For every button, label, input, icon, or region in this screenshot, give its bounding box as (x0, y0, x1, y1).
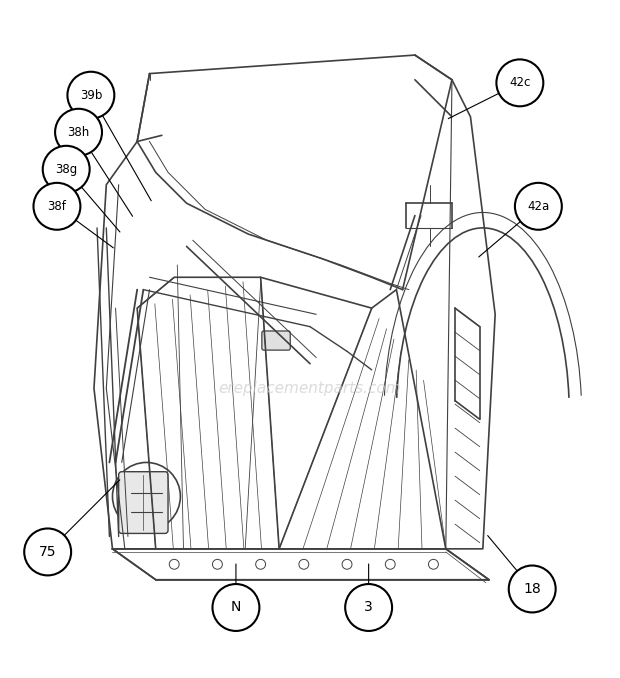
Text: 38h: 38h (68, 125, 90, 139)
Text: 75: 75 (39, 545, 56, 559)
Circle shape (24, 528, 71, 576)
Circle shape (515, 183, 562, 230)
Circle shape (33, 183, 81, 230)
Text: 3: 3 (365, 601, 373, 614)
Text: 38f: 38f (48, 200, 66, 213)
Circle shape (497, 60, 543, 106)
FancyBboxPatch shape (262, 331, 290, 350)
Circle shape (213, 584, 259, 631)
Text: 42a: 42a (527, 200, 549, 213)
Text: 38g: 38g (55, 163, 78, 176)
Text: 18: 18 (523, 582, 541, 596)
Circle shape (345, 584, 392, 631)
Circle shape (509, 565, 556, 612)
Text: 39b: 39b (80, 89, 102, 102)
Circle shape (43, 146, 90, 193)
Circle shape (55, 108, 102, 156)
Text: ereplacementparts.com: ereplacementparts.com (219, 381, 401, 396)
Circle shape (68, 72, 114, 119)
Text: 42c: 42c (509, 77, 531, 89)
Text: N: N (231, 601, 241, 614)
FancyBboxPatch shape (118, 472, 168, 534)
